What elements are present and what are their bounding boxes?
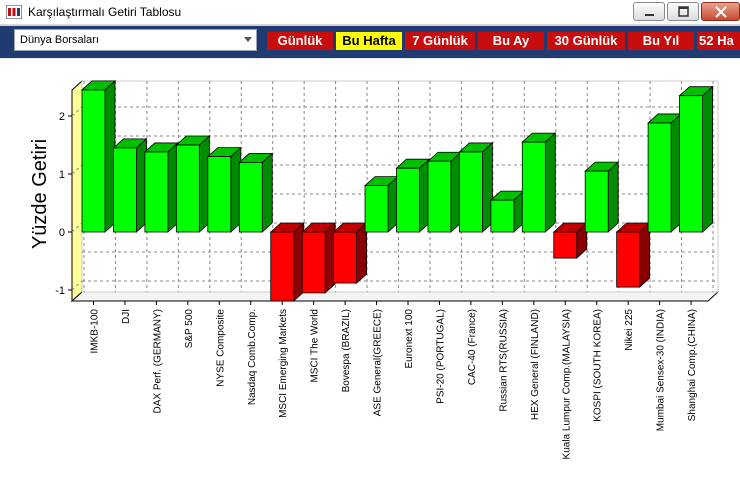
close-button[interactable]	[701, 2, 740, 21]
grid-line-wall	[71, 222, 83, 233]
tab-gunluk[interactable]: Günlük	[267, 32, 333, 50]
toolbar: Dünya Borsaları Günlük Bu Hafta 7 Günlük…	[0, 25, 740, 58]
bar-14	[521, 132, 557, 233]
x-tick-label: Euronext 100	[404, 309, 415, 369]
market-select-value: Dünya Borsaları	[20, 34, 99, 46]
bar-9	[364, 175, 400, 233]
tab-30-gunluk[interactable]: 30 Günlük	[547, 32, 625, 50]
bar-19	[678, 85, 714, 233]
y-tick-label: 1	[59, 169, 65, 181]
close-icon	[715, 6, 727, 18]
x-tick-label: Mumbai Sensex-30 (INDIA)	[656, 309, 667, 431]
bar-16	[584, 161, 620, 233]
grid-line-wall	[71, 106, 83, 117]
chart-area: -1 0 1 2 Yüzde Getiri IMKB-100 DJI DAX Perf. (G…	[0, 58, 740, 481]
bar-2	[143, 142, 179, 233]
tab-bu-ay[interactable]: Bu Ay	[478, 32, 544, 50]
maximize-icon	[678, 6, 689, 17]
minimize-button[interactable]	[633, 2, 665, 21]
bar-11	[426, 151, 462, 233]
x-tick-label: Bovespa (BRAZIL)	[341, 309, 352, 392]
bar-1	[112, 138, 148, 233]
x-tick-label: Shanghai Comp.(CHINA)	[687, 309, 698, 421]
bar-4	[206, 146, 242, 233]
bar-6	[269, 222, 305, 302]
x-tick-label: MSCI Emerging Markets	[278, 309, 289, 418]
bar-0	[80, 80, 117, 233]
tab-bu-hafta[interactable]: Bu Hafta	[336, 32, 402, 50]
y-tick-label: 2	[59, 111, 65, 123]
x-tick-label: S&P 500	[184, 309, 195, 349]
maximize-button[interactable]	[667, 2, 699, 21]
grid-line-wall	[71, 164, 83, 175]
bar-5	[238, 152, 274, 233]
y-tick-label: 0	[59, 227, 65, 239]
x-tick-label: NYSE Composite	[215, 309, 226, 387]
bar-3	[175, 135, 211, 233]
app-icon	[6, 5, 22, 19]
x-tick-label: Nasdaq Comb.Comp.	[247, 309, 258, 405]
x-tick-label: PSI-20 (PORTUGAL)	[435, 309, 446, 404]
x-tick-label: IMKB-100	[90, 309, 101, 354]
y-tick-label: -1	[55, 285, 65, 297]
tab-7-gunluk[interactable]: 7 Günlük	[405, 32, 475, 50]
grid-line-wall	[71, 280, 83, 291]
bar-17	[615, 222, 651, 288]
bar-18	[647, 113, 683, 233]
bar-8	[332, 222, 368, 284]
x-tick-label: HEX General (FINLAND)	[530, 309, 541, 420]
bar-13	[489, 190, 525, 233]
bar-10	[395, 158, 431, 233]
market-select[interactable]: Dünya Borsaları	[14, 29, 257, 51]
x-tick-label: Russian RTS(RUSSIA)	[498, 309, 509, 412]
chevron-down-icon	[244, 37, 252, 42]
tab-52-haftalik[interactable]: 52 Ha	[697, 32, 740, 50]
y-axis-label: Yüzde Getiri	[29, 139, 51, 249]
tab-bu-yil[interactable]: Bu Yıl	[628, 32, 694, 50]
x-tick-label: DAX Perf. (GERMANY)	[152, 309, 163, 413]
title-bar: Karşılaştırmalı Getiri Tablosu	[0, 0, 740, 25]
x-tick-label: CAC-40 (France)	[467, 309, 478, 385]
window-title: Karşılaştırmalı Getiri Tablosu	[28, 5, 182, 19]
x-tick-label: ASE General(GREECE)	[373, 309, 384, 416]
x-tick-label: DJI	[121, 309, 132, 324]
x-tick-label: Nikei 225	[624, 309, 635, 351]
bar-7	[301, 222, 337, 294]
x-tick-label: KOSPI (SOUTH KOREA)	[593, 309, 604, 422]
x-tick-label: Kuala Lumpur Comp.(MALAYSIA)	[561, 309, 572, 459]
minimize-icon	[645, 14, 654, 16]
bar-12	[458, 142, 494, 233]
bar-15	[552, 222, 588, 259]
chart-floor	[70, 291, 720, 302]
x-tick-label: MSCI The World	[310, 309, 321, 383]
returns-chart: -1 0 1 2 Yüzde Getiri IMKB-100 DJI DAX Perf. (G…	[29, 79, 720, 459]
